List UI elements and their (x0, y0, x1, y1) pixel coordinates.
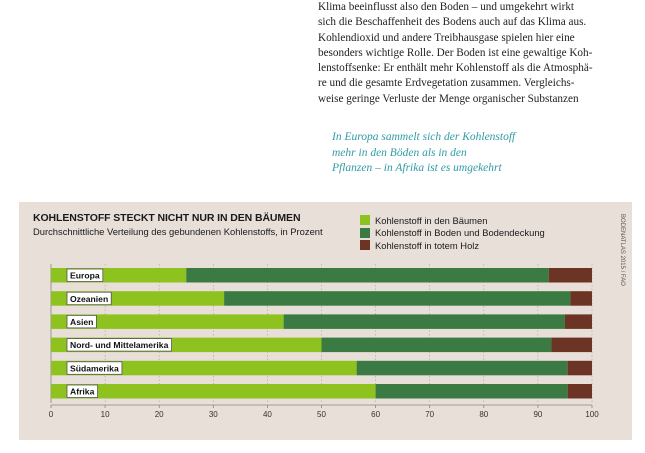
category-label: Asien (70, 317, 93, 327)
x-tick-label: 100 (585, 410, 599, 419)
bar-segment (51, 360, 357, 376)
chart-title: KOHLENSTOFF STECKT NICHT NUR IN DEN BÄUM… (33, 212, 301, 224)
chart-panel: KOHLENSTOFF STECKT NICHT NUR IN DEN BÄUM… (19, 202, 632, 440)
category-label: Europa (70, 271, 100, 281)
body-text-line: Kohlendioxid und andere Treibhausgase sp… (318, 31, 575, 44)
pull-quote-line: In Europa sammelt sich der Kohlenstoff (332, 131, 516, 143)
stacked-bar-chart: 0 10 20 30 40 50 60 70 80 90 100 Europa Ozeanien Asie… (49, 264, 599, 419)
body-text-line: re und die gesamte Erdvegetation zusamme… (318, 77, 575, 90)
body-text-line: sich die Beschaffenheit des Bodens auch … (318, 16, 587, 29)
category-label-box (66, 291, 112, 306)
legend-swatch (360, 240, 370, 251)
category-label: Südamerika (70, 363, 119, 373)
x-tick-label: 10 (101, 410, 110, 419)
bar-segment (51, 384, 376, 399)
legend-item: Kohlenstoff in den Bäumen (360, 214, 545, 227)
body-text-line: besonders wichtige Rolle. Der Boden ist … (318, 46, 593, 59)
category-label-box (66, 315, 97, 329)
x-tick-label: 30 (209, 410, 218, 419)
body-text-line: weise geringe Verluste der Menge organis… (318, 92, 579, 105)
x-tick-label: 70 (425, 410, 434, 419)
bar-segment (224, 291, 571, 306)
legend-swatch (360, 227, 370, 238)
body-text-line: lenstoffsenke: Er enthält mehr Kohlensto… (318, 62, 593, 75)
bar-segment (356, 360, 568, 376)
bar-segment (375, 384, 568, 399)
bar-segment (283, 314, 565, 329)
chart-legend: Kohlenstoff in den Bäumen Kohlenstoff in … (360, 214, 545, 252)
chart-subtitle: Durchschnittliche Verteilung des gebunde… (33, 226, 323, 237)
category-label: Ozeanien (70, 294, 108, 304)
bar-segment (570, 291, 592, 306)
bar-segment (51, 314, 284, 329)
bar-segment (567, 384, 592, 399)
bar-segment (567, 360, 592, 376)
bar-segment (564, 314, 592, 329)
article-body-text: Klima beeinflusst also den Boden – und u… (318, 0, 630, 107)
legend-label: Kohlenstoff in den Bäumen (375, 214, 488, 226)
legend-item: Kohlenstoff in Boden und Bodendeckung (360, 227, 545, 240)
x-tick-label: 40 (263, 410, 272, 419)
category-label: Afrika (70, 387, 95, 397)
x-tick-label: 90 (533, 410, 542, 419)
x-tick-label: 20 (155, 410, 164, 419)
category-label-box (66, 384, 98, 398)
category-label-box (66, 361, 123, 375)
bar-segment (548, 268, 592, 283)
legend-item: Kohlenstoff in totem Holz (360, 239, 545, 252)
category-label-box (66, 338, 172, 352)
x-tick-label: 60 (371, 410, 380, 419)
legend-swatch (360, 215, 370, 226)
bar-segment (186, 268, 549, 283)
legend-label: Kohlenstoff in Boden und Bodendeckung (375, 227, 545, 239)
legend-label: Kohlenstoff in totem Holz (375, 239, 480, 251)
category-label-box (66, 268, 104, 282)
x-tick-label: 0 (49, 410, 54, 419)
x-tick-label: 50 (317, 410, 326, 419)
category-label: Nord- und Mittelamerika (70, 340, 169, 350)
pull-quote-line: mehr in den Böden als in den (332, 146, 467, 159)
bar-segment (551, 337, 592, 353)
bar-segment (321, 337, 552, 353)
x-tick-label: 80 (479, 410, 488, 419)
body-text-line: Klima beeinflusst also den Boden – und u… (318, 1, 575, 13)
pull-quote-line: Pflanzen – in Afrika ist es umgekehrt (332, 162, 502, 174)
pull-quote: In Europa sammelt sich der Kohlenstoff me… (332, 130, 515, 177)
